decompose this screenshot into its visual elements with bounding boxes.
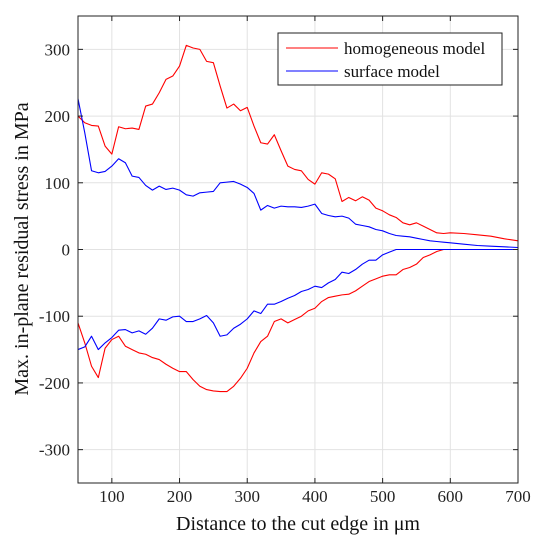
x-tick-label: 600 xyxy=(438,487,464,506)
y-tick-label: 200 xyxy=(45,107,71,126)
ticks: 100 200 300 400 500 600 700 -300 -200 -100 0 100 200… xyxy=(39,16,531,506)
y-tick-label: 300 xyxy=(45,40,71,59)
x-tick-label: 100 xyxy=(99,487,125,506)
y-tick-label: 100 xyxy=(45,174,71,193)
series-line-homogeneous-model-lower xyxy=(77,248,518,393)
legend-label-homogeneous: homogeneous model xyxy=(344,39,485,58)
series-line-surface-model-upper xyxy=(77,98,519,249)
y-tick-label: -300 xyxy=(39,441,70,460)
x-tick-label: 200 xyxy=(167,487,193,506)
series-line-homogeneous-model-upper xyxy=(77,44,519,242)
y-tick-label: 0 xyxy=(62,241,71,260)
series-layer xyxy=(77,44,519,393)
x-tick-label: 700 xyxy=(505,487,531,506)
x-tick-label: 400 xyxy=(302,487,328,506)
legend-box xyxy=(277,32,503,86)
legend-label-surface: surface model xyxy=(344,62,440,81)
y-tick-label: -200 xyxy=(39,374,70,393)
legend: homogeneous model surface model xyxy=(277,32,503,86)
series-line-surface-model-lower xyxy=(77,248,518,351)
y-axis-label: Max. in-plane residual stress in MPa xyxy=(11,102,33,395)
x-tick-label: 500 xyxy=(370,487,396,506)
x-axis-label: Distance to the cut edge in μm xyxy=(176,513,420,535)
y-tick-label: -100 xyxy=(39,307,70,326)
x-tick-label: 300 xyxy=(234,487,260,506)
